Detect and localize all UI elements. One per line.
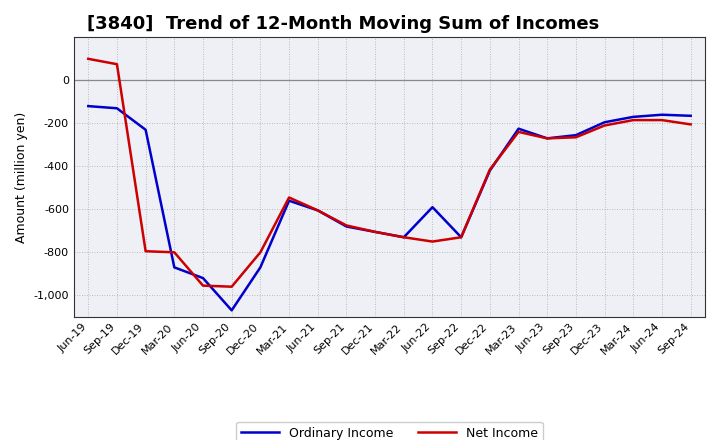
Ordinary Income xyxy=(657,112,666,117)
Net Income xyxy=(313,208,322,213)
Ordinary Income xyxy=(629,114,638,120)
Ordinary Income xyxy=(199,275,207,281)
Ordinary Income xyxy=(371,229,379,235)
Ordinary Income xyxy=(400,235,408,240)
Ordinary Income xyxy=(112,106,121,111)
Net Income xyxy=(371,229,379,235)
Ordinary Income xyxy=(228,308,236,313)
Net Income xyxy=(199,283,207,288)
Net Income xyxy=(284,195,293,200)
Line: Net Income: Net Income xyxy=(89,59,690,287)
Net Income xyxy=(400,235,408,240)
Ordinary Income xyxy=(572,132,580,138)
Legend: Ordinary Income, Net Income: Ordinary Income, Net Income xyxy=(236,422,543,440)
Ordinary Income xyxy=(457,235,466,240)
Ordinary Income xyxy=(141,127,150,132)
Net Income xyxy=(629,117,638,123)
Ordinary Income xyxy=(428,205,437,210)
Ordinary Income xyxy=(313,208,322,213)
Net Income xyxy=(228,284,236,290)
Ordinary Income xyxy=(256,265,265,270)
Net Income xyxy=(428,239,437,244)
Net Income xyxy=(686,122,695,127)
Net Income xyxy=(657,117,666,123)
Net Income xyxy=(112,62,121,67)
Net Income xyxy=(84,56,93,62)
Ordinary Income xyxy=(600,120,609,125)
Ordinary Income xyxy=(84,103,93,109)
Net Income xyxy=(543,136,552,141)
Text: [3840]  Trend of 12-Month Moving Sum of Incomes: [3840] Trend of 12-Month Moving Sum of I… xyxy=(86,15,599,33)
Ordinary Income xyxy=(170,265,179,270)
Net Income xyxy=(170,249,179,255)
Net Income xyxy=(141,249,150,254)
Line: Ordinary Income: Ordinary Income xyxy=(89,106,690,310)
Ordinary Income xyxy=(485,168,494,173)
Net Income xyxy=(514,129,523,135)
Ordinary Income xyxy=(543,136,552,141)
Net Income xyxy=(572,135,580,140)
Ordinary Income xyxy=(342,224,351,229)
Net Income xyxy=(457,235,466,240)
Ordinary Income xyxy=(284,198,293,203)
Y-axis label: Amount (million yen): Amount (million yen) xyxy=(15,111,28,243)
Net Income xyxy=(600,123,609,128)
Ordinary Income xyxy=(686,113,695,118)
Net Income xyxy=(256,249,265,255)
Net Income xyxy=(485,167,494,172)
Ordinary Income xyxy=(514,126,523,131)
Net Income xyxy=(342,223,351,228)
